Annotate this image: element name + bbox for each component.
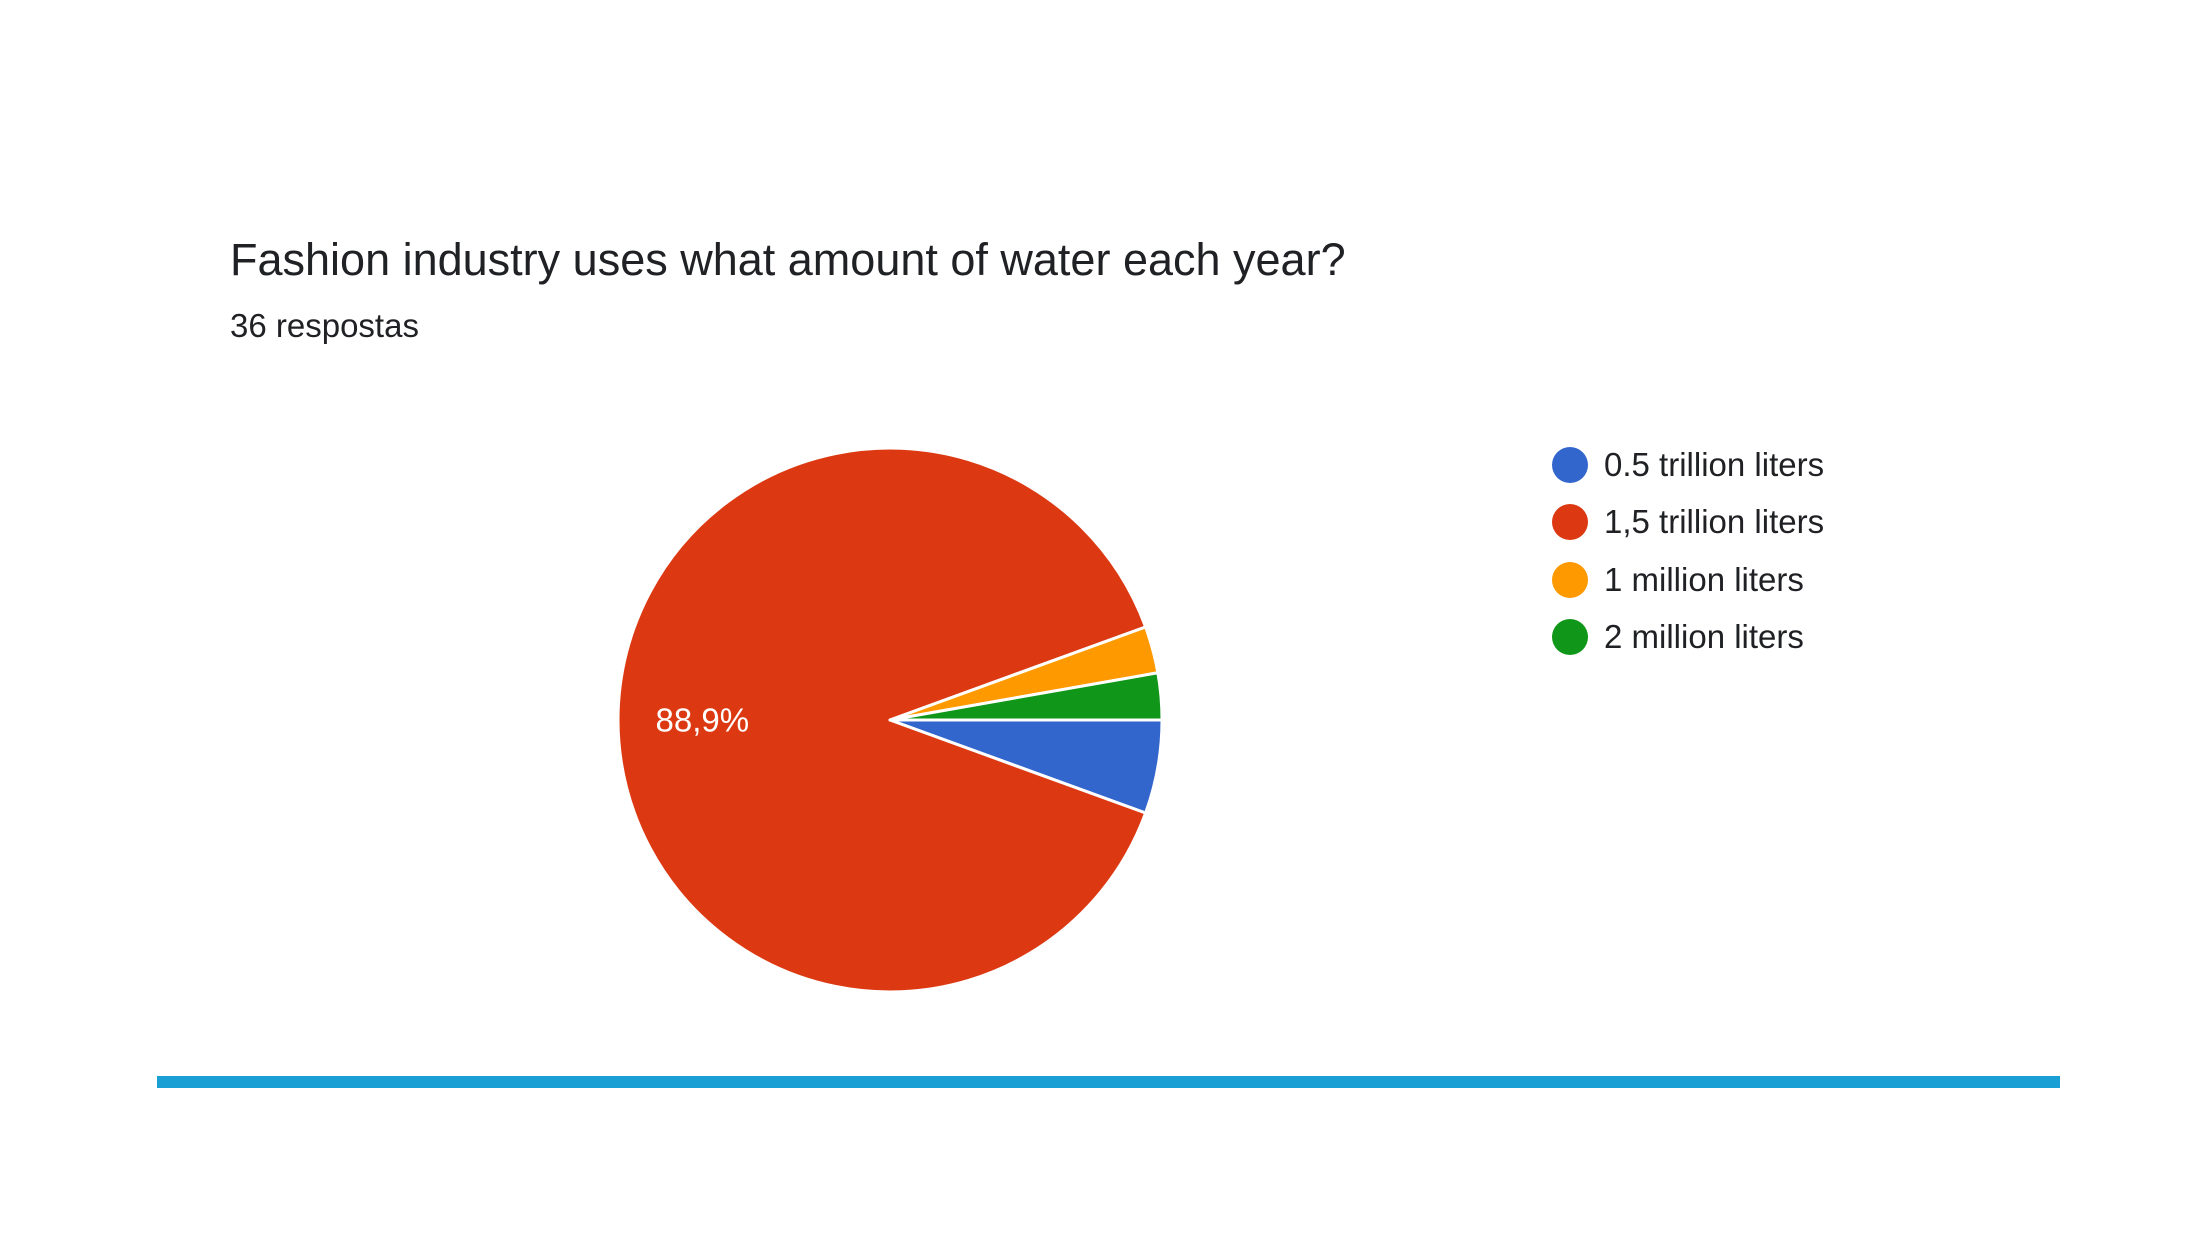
legend-swatch [1552, 561, 1588, 598]
legend-swatch [1552, 504, 1588, 541]
pie-slice-1[interactable] [616, 446, 1148, 994]
legend-label: 0.5 trillion liters [1604, 445, 1825, 483]
legend-item-0[interactable]: 0.5 trillion liters [1552, 436, 1824, 494]
chart-title: Fashion industry uses what amount of wat… [230, 234, 1346, 285]
chart-legend: 0.5 trillion liters 1,5 trillion liters … [1552, 436, 1824, 666]
legend-label: 1 million liters [1604, 560, 1804, 598]
legend-label: 2 million liters [1604, 618, 1804, 656]
legend-swatch [1552, 619, 1588, 656]
slice-data-label-1: 88,9% [656, 702, 750, 739]
legend-item-2[interactable]: 1 million liters [1552, 551, 1824, 609]
response-count: 36 respostas [230, 307, 419, 344]
legend-swatch [1552, 446, 1588, 483]
pie-chart: 88,9% [616, 446, 1164, 994]
legend-label: 1,5 trillion liters [1604, 503, 1825, 541]
pie-slice-3[interactable] [888, 671, 1164, 722]
accent-divider [157, 1076, 2060, 1088]
legend-item-3[interactable]: 2 million liters [1552, 609, 1824, 667]
legend-item-1[interactable]: 1,5 trillion liters [1552, 494, 1824, 552]
